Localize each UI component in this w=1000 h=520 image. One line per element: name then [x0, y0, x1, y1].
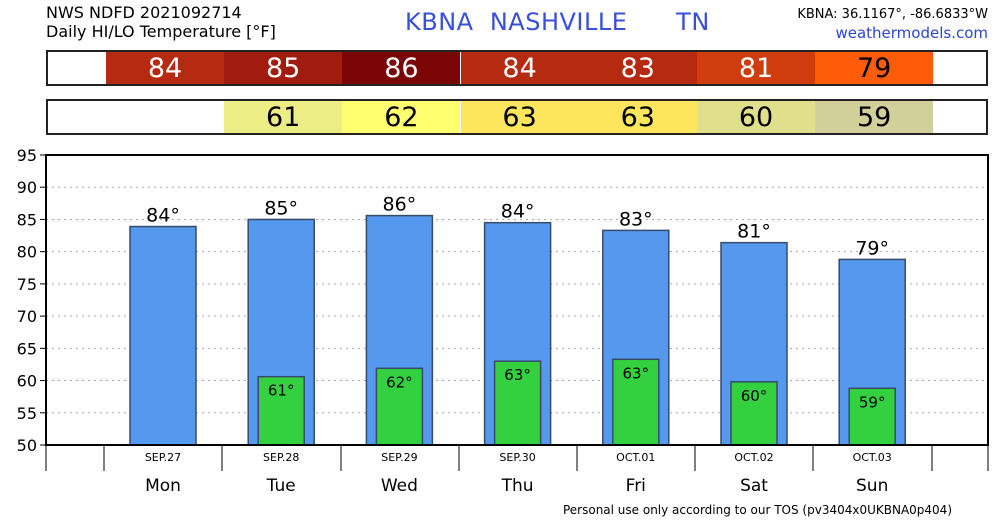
y-tick-label: 95 [17, 146, 37, 165]
high-temp-cell: 79 [815, 52, 934, 84]
date-label: OCT.03 [853, 451, 892, 464]
low-temp-cell: 59 [815, 101, 934, 133]
weekday-label: Fri [626, 476, 646, 496]
high-temp-cell: 86 [342, 52, 461, 84]
chart-title: Daily HI/LO Temperature [°F] [46, 22, 276, 41]
y-tick-label: 70 [17, 307, 37, 326]
header-right: KBNA: 36.1167°, -86.6833°W weathermodels… [797, 5, 988, 43]
weekday-label: Sun [856, 476, 888, 496]
high-temp-label: 84° [501, 201, 535, 223]
date-label: SEP.28 [263, 451, 299, 464]
low-temp-cell: 61 [224, 101, 343, 133]
y-tick-label: 55 [17, 404, 37, 423]
low-temp-bar [612, 358, 660, 446]
y-tick-label: 50 [17, 436, 37, 455]
footer-note: Personal use only according to our TOS (… [562, 503, 952, 517]
y-tick-label: 65 [17, 339, 37, 358]
low-temp-bar [375, 367, 424, 446]
y-tick-label: 85 [17, 210, 37, 229]
high-temp-label: 81° [737, 221, 771, 243]
low-temp-label: 61° [268, 382, 295, 400]
low-temp-strip: 61 62 63 63 60 59 [46, 99, 988, 135]
date-label: SEP.29 [381, 451, 417, 464]
y-tick-label: 75 [17, 275, 37, 294]
high-temp-cell: 84 [106, 52, 224, 84]
high-temp-strip: 84 85 86 84 83 81 79 [46, 50, 988, 86]
low-temp-label: 62° [386, 373, 413, 391]
low-temp-label: 60° [741, 387, 768, 405]
high-temp-label: 84° [146, 205, 180, 227]
low-temp-cell: 60 [697, 101, 815, 133]
weekday-label: Sat [740, 476, 768, 496]
high-temp-label: 85° [264, 197, 298, 219]
weekday-label: Tue [266, 476, 296, 496]
weekday-label: Mon [145, 476, 181, 496]
low-temp-label: 63° [623, 364, 650, 382]
station-title: KBNA NASHVILLE TN [405, 8, 710, 36]
low-temp-cell: 63 [578, 101, 697, 133]
weekday-label: Thu [501, 476, 534, 496]
weekday-label: Wed [381, 476, 418, 496]
header-left: NWS NDFD 2021092714 Daily HI/LO Temperat… [46, 3, 276, 41]
station-coords: KBNA: 36.1167°, -86.6833°W [797, 7, 988, 22]
y-tick-label: 80 [17, 243, 37, 262]
low-temp-bar [730, 381, 778, 446]
high-temp-cell: 84 [460, 52, 579, 84]
high-temp-label: 86° [383, 194, 417, 216]
high-temp-cell: 83 [578, 52, 697, 84]
high-temp-label: 83° [619, 208, 653, 230]
high-temp-cell: 85 [224, 52, 343, 84]
high-temp-cell: 81 [697, 52, 815, 84]
high-temp-label: 79° [855, 237, 889, 259]
date-label: SEP.27 [145, 451, 181, 464]
date-label: OCT.01 [616, 451, 655, 464]
model-run-label: NWS NDFD 2021092714 [46, 3, 242, 22]
high-temp-bar [129, 225, 197, 446]
y-tick-label: 60 [17, 372, 37, 391]
site-link[interactable]: weathermodels.com [835, 24, 988, 42]
date-label: SEP.30 [499, 451, 535, 464]
low-temp-label: 63° [504, 366, 531, 384]
date-label: OCT.02 [734, 451, 773, 464]
y-tick-label: 90 [17, 178, 37, 197]
low-temp-label: 59° [859, 393, 886, 411]
low-temp-cell: 62 [342, 101, 461, 133]
low-temp-bar [493, 360, 542, 446]
low-temp-cell: 63 [460, 101, 579, 133]
